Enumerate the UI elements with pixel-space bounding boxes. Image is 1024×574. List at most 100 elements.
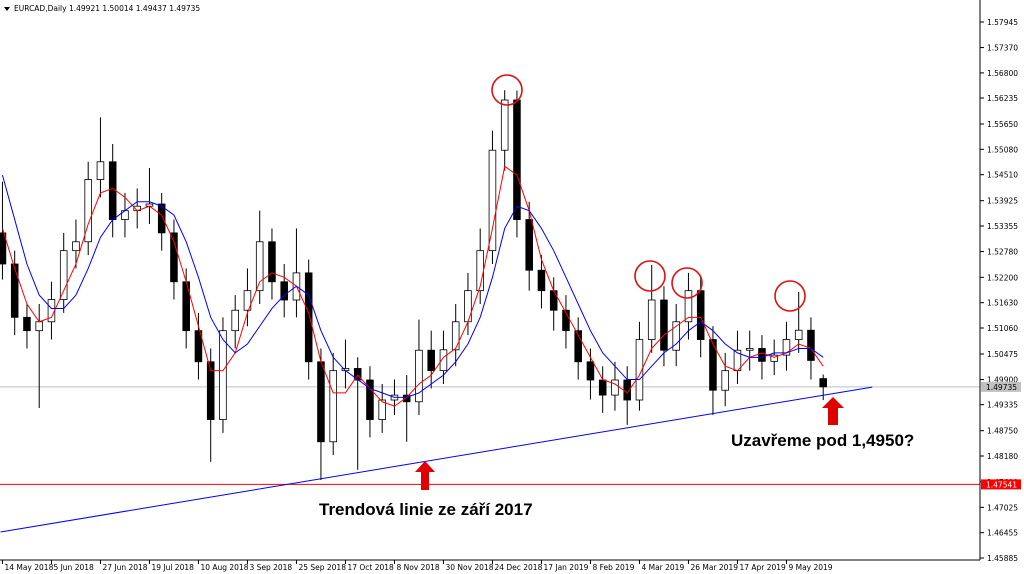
candle-body [84,179,92,243]
x-tick-label: 3 Sep 2018 [249,563,292,572]
candle-body [525,219,533,271]
candle-body [611,379,619,396]
candle-body [770,354,778,362]
price-label: 1.49735 [986,383,1017,392]
candle-body [304,272,313,363]
y-tick-label: 1.51630 [987,299,1018,308]
y-tick-label: 1.48750 [987,427,1018,436]
y-tick-label: 1.55650 [987,120,1018,129]
candle-body [402,394,411,403]
chart-header: EURCAD,Daily 1.49921 1.50014 1.49437 1.4… [14,4,200,13]
candle-body [96,161,105,180]
candle-body [782,339,791,356]
price-label: 1.47541 [986,480,1017,489]
candle-body [537,269,546,292]
open: 1.49921 [69,4,100,13]
candle-body [170,232,178,283]
candle-body [488,149,497,252]
candle-body [194,330,203,363]
candle-body [35,321,43,332]
candle-body [513,99,521,220]
candle-body [427,349,435,372]
candle-body [0,232,7,265]
candle-body [660,299,668,351]
x-tick-label: 19 Jul 2018 [151,563,194,572]
candle-body [231,309,239,332]
candle-body [549,290,558,311]
x-tick-label: 26 Mar 2019 [690,563,738,572]
candle-body [745,348,754,351]
candle-body [10,263,19,318]
x-tick-label: 17 Jan 2019 [543,563,588,572]
candle-body [574,330,582,363]
candle-body [647,299,656,340]
y-tick-label: 1.48180 [987,452,1018,461]
candle-body [23,316,31,332]
candle-body [709,339,717,391]
x-tick-label: 24 Dec 2018 [494,563,542,572]
candle-body [243,290,252,311]
x-tick-label: 8 Feb 2019 [592,563,634,572]
candle-body [72,241,80,252]
menu-triangle[interactable] [4,7,10,11]
y-tick-label: 1.49335 [987,401,1018,410]
peak-circles [491,74,806,312]
y-tick-label: 1.57945 [987,18,1018,27]
candle-body [562,309,570,332]
candle-body [59,250,68,300]
y-tick-label: 1.47025 [987,503,1018,512]
x-tick-label: 8 Nov 2018 [396,563,439,572]
candle-body [598,379,607,396]
candle-body [500,99,509,151]
x-tick-label: 30 Nov 2018 [445,563,493,572]
candle-body [378,399,386,420]
x-tick-label: 14 May 2018 [4,563,53,572]
candle-body [451,321,460,351]
arrow [822,397,844,425]
moving-average [1,174,824,398]
x-tick-label: 17 Oct 2018 [347,563,394,572]
candle-body [819,378,827,388]
candle-body [219,330,227,420]
plot-area [0,90,980,533]
y-tick-label: 1.45885 [987,554,1018,563]
x-tick-label: 25 Sep 2018 [298,563,346,572]
candle-body [672,321,680,351]
price-label-box [981,479,1021,490]
y-tick-label: 1.52780 [987,248,1018,257]
circle [671,267,703,299]
candle-body [280,281,288,301]
candle-body [317,361,325,443]
low: 1.49437 [136,4,167,13]
y-tick-label: 1.53925 [987,197,1018,206]
y-tick-label: 1.50475 [987,350,1018,359]
moving-average [1,165,824,407]
x-tick-label: 27 Jun 2018 [102,563,147,572]
y-tick-label: 1.49900 [987,376,1018,385]
candle-body [268,241,276,283]
candle-body [684,290,693,323]
y-tick-label: 1.55080 [987,145,1018,154]
candle-body [157,203,166,234]
y-tick-label: 1.52200 [987,273,1018,282]
y-tick-label: 1.56235 [987,94,1018,103]
close: 1.49735 [169,4,200,13]
high: 1.50014 [102,4,133,13]
x-tick-label: 5 Jun 2018 [53,563,94,572]
candle-body [696,290,705,340]
x-tick-label: 17 Apr 2019 [739,563,786,572]
symbol: EURCAD,Daily [14,4,67,13]
candle-body [758,348,766,362]
price-label-box [981,381,1021,392]
candle-body [255,241,264,292]
circle [491,74,523,106]
candle-body [366,379,374,420]
x-tick-label: 4 Mar 2019 [641,563,684,572]
candle-body [721,370,729,391]
y-tick-label: 1.46455 [987,529,1018,538]
annotation: Uzavřeme pod 1,4950? [731,431,914,450]
candle-body [464,290,472,323]
y-tick-label: 1.57370 [987,44,1018,53]
